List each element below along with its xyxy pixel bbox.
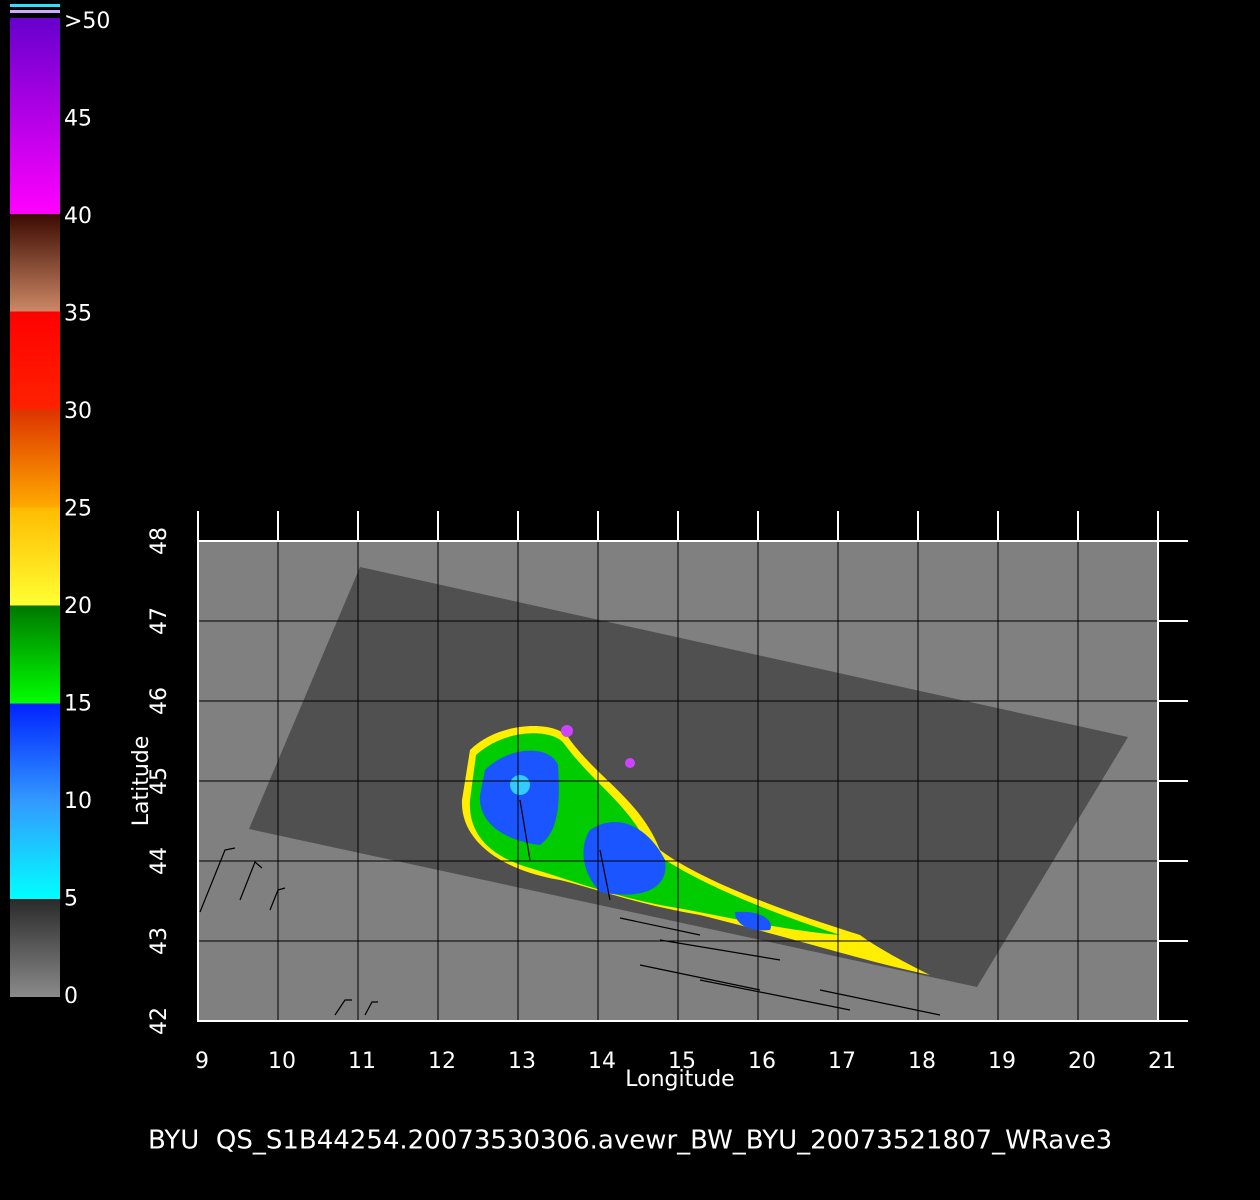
colorbar-label: 0 [64,984,78,1009]
footer: BYU QS_S1B44254.20073530306.avewr_BW_BYU… [148,1126,1112,1156]
x-tick-label: 12 [428,1049,456,1074]
colorbar-cap [10,10,60,13]
colorbar-label: 25 [64,497,92,522]
y-tick-label: 48 [147,527,172,555]
y-tick-label: 43 [147,927,172,955]
x-tick-label: 16 [748,1049,776,1074]
x-tick-label: 21 [1148,1049,1176,1074]
colorbar-label: >50 [64,9,110,34]
colorbar-label: 10 [64,789,92,814]
x-tick-label: 20 [1068,1049,1096,1074]
y-axis-title: Latitude [129,736,154,827]
colorbar-cap [10,4,60,7]
colorbar-label: 15 [64,692,92,717]
x-tick-label: 17 [828,1049,856,1074]
colorbar-label: 45 [64,107,92,132]
y-tick-label: 47 [147,607,172,635]
y-tick-label: 45 [147,767,172,795]
x-tick-label: 19 [988,1049,1016,1074]
y-tick-label: 46 [147,687,172,715]
x-tick-label: 18 [908,1049,936,1074]
colorbar-label: 20 [64,594,92,619]
x-tick-label: 15 [668,1049,696,1074]
x-tick-label: 11 [348,1049,376,1074]
y-tick-label: 42 [147,1007,172,1035]
x-tick-label: 14 [588,1049,616,1074]
x-tick-label: 13 [508,1049,536,1074]
colorbar-label: 35 [64,302,92,327]
swath [249,567,1128,987]
y-tick-label: 44 [147,847,172,875]
colorbar-label: 5 [64,887,78,912]
x-tick-label: 10 [268,1049,296,1074]
x-axis-title: Longitude [625,1067,734,1092]
plot-frame [197,540,1159,1022]
wind-field [461,725,930,975]
x-tick-label: 9 [195,1049,209,1074]
colorbar-label: 40 [64,204,92,229]
colorbar [10,18,60,997]
colorbar-label: 30 [64,399,92,424]
